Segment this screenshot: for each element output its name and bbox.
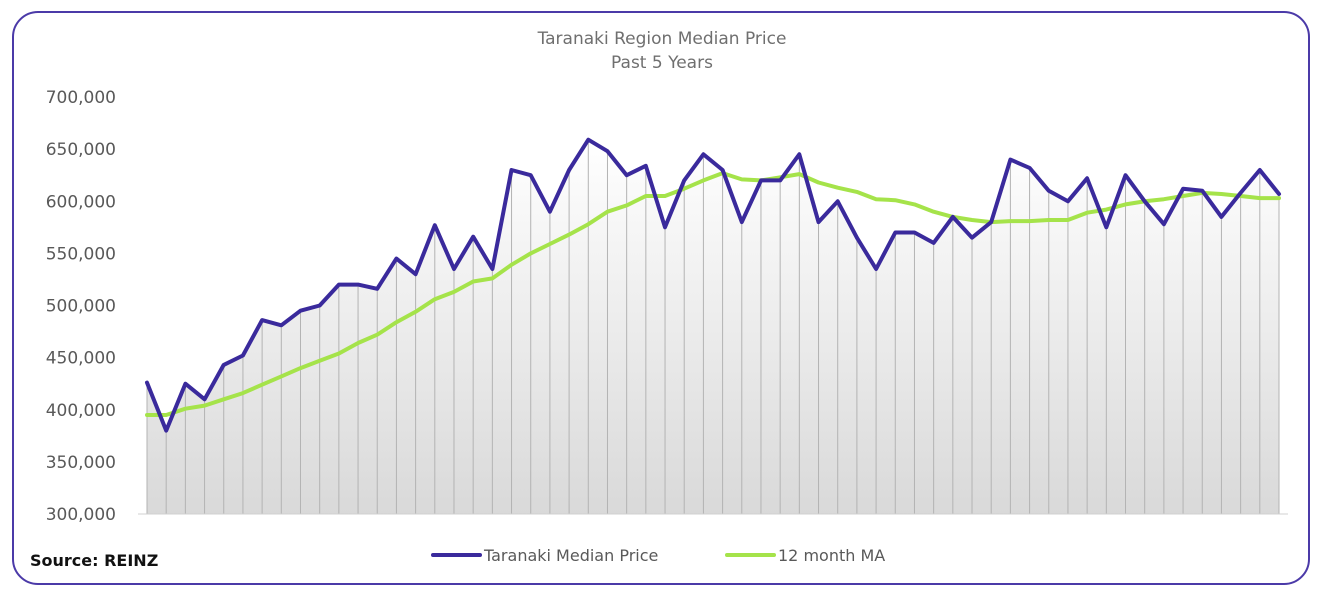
series-line-12-month-ma [145,171,1281,417]
y-tick-label: 300,000 [46,505,116,525]
series-line-median-price [145,137,1281,433]
y-tick-label: 650,000 [46,140,116,160]
y-tick-label: 400,000 [46,401,116,421]
y-tick-label: 450,000 [46,349,116,369]
chart-subtitle: Past 5 Years [611,53,713,73]
source-label: Source: REINZ [30,551,159,570]
area-fill [147,139,1279,514]
y-tick-label: 350,000 [46,453,116,473]
y-tick-label: 600,000 [46,192,116,212]
legend-label-ma: 12 month MA [778,546,885,565]
y-tick-label: 700,000 [46,88,116,108]
y-tick-label: 550,000 [46,244,116,264]
chart-title: Taranaki Region Median Price [537,29,787,49]
y-tick-label: 500,000 [46,297,116,317]
legend-label-median: Taranaki Median Price [483,546,658,565]
